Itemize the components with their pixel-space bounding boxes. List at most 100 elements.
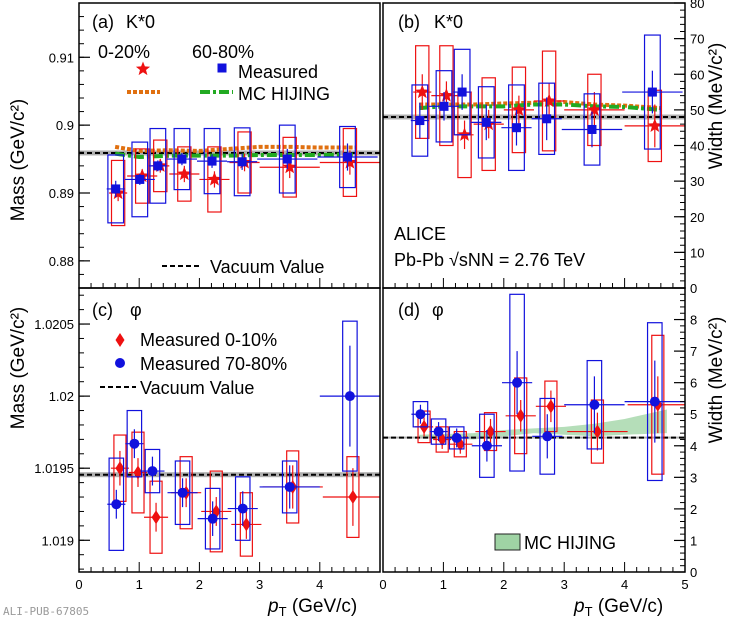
panel-d-x-tick-label: 1: [440, 577, 447, 592]
panel-a-tag: (a): [92, 12, 114, 32]
panel-b-series-blue-point: [439, 101, 449, 111]
panel-c-x-tick-label: 0: [75, 577, 82, 592]
panel-d-x-tick-label: 0: [379, 577, 386, 592]
panel-b-series-red-point: [587, 102, 602, 116]
legend-c-vacuum: Vacuum Value: [140, 378, 254, 398]
panel-c-series-red-point: [115, 461, 125, 476]
panel-a-series-red-point: [207, 171, 222, 186]
panel-d-series-red-point: [546, 399, 556, 414]
x-axis-title-right: pT (GeV/c): [573, 596, 663, 619]
panel-b-y-tick-label: 50: [690, 103, 704, 118]
panel-c-series-blue-point: [207, 513, 218, 524]
panel-c-y-tick-label: 1.019: [41, 533, 74, 548]
panel-a-series-blue-point: [153, 161, 163, 171]
panel-a-y-tick-label: 0.91: [49, 50, 74, 65]
panel-c-series-red-point: [151, 510, 161, 525]
panel-d-y-tick-label: 8: [690, 313, 697, 328]
panel-b-series-blue-point: [511, 123, 521, 133]
panel-b-series-blue-point: [481, 117, 491, 127]
panel-b-series-blue-point: [415, 116, 425, 126]
panel-d-series-red-point: [516, 408, 526, 423]
panel-c-series-red-point: [241, 517, 251, 532]
panel-c-series-blue-point: [177, 487, 188, 498]
panel-a-series-blue-point: [135, 174, 145, 184]
panel-c-series-blue-point: [284, 481, 295, 492]
panel-d-series-blue-point: [415, 409, 426, 420]
panel-c-x-tick-label: 3: [256, 577, 263, 592]
panel-c-series-blue-point: [111, 499, 122, 510]
panel-a-y-tick-label: 0.89: [49, 186, 74, 201]
panel-b-series-red-point: [511, 102, 526, 116]
panel-a-series-blue-point: [207, 156, 217, 166]
panel-a-series-red-point: [342, 155, 357, 169]
panel-c-plot-area: [79, 320, 380, 557]
panel-a-vacuum-band: [79, 150, 380, 156]
panel-d-y-tick-label: 0: [690, 565, 697, 580]
panel-b-annotation-system: Pb-Pb √sNN = 2.76 TeV: [394, 250, 585, 270]
panel-d-y-tick-label: 7: [690, 344, 697, 359]
panel-c-y-tick-label: 1.0205: [34, 317, 74, 332]
panel-b-series-blue-point: [647, 87, 657, 97]
panel-b-vacuum-band: [383, 114, 685, 120]
panel-d-series-blue-point: [589, 399, 600, 410]
x-axis-title-left: pT (GeV/c): [267, 596, 357, 619]
panel-a-series-red-point: [177, 166, 192, 181]
panel-b-y-tick-label: 0: [690, 281, 697, 296]
panel-d-particle: φ: [432, 300, 444, 320]
panel-d-series-blue-point: [542, 431, 553, 442]
panel-d-plot-area: [383, 293, 685, 482]
panel-b-y-tick-label: 40: [690, 139, 704, 154]
panel-d-x-tick-label: 3: [561, 577, 568, 592]
panel-a-mc-curve-central: [114, 144, 356, 153]
panel-c-y-tick-label: 1.0195: [34, 461, 74, 476]
legend-d-mc-label: MC HIJING: [524, 533, 616, 553]
panel-c-vacuum-band: [79, 472, 380, 478]
panel-c-frame: [78, 287, 381, 573]
panel-d-frame: [382, 287, 686, 573]
y-axis-title-bottom-left: Mass (GeV/c²): [8, 307, 29, 429]
panel-c-particle: φ: [130, 300, 142, 320]
y-axis-title-top-left: Mass (GeV/c²): [8, 99, 29, 221]
panel-d-series-red-point: [486, 424, 496, 439]
panel-d-series-blue-point: [433, 426, 444, 437]
panel-c-series-red-point: [348, 490, 358, 505]
panel-c-y-tick-label: 1.02: [49, 389, 74, 404]
panel-d-series-blue-point: [649, 396, 660, 407]
y-axis-title-top-right: Width (MeV/c²): [706, 43, 727, 170]
legend-c-circle-marker: [115, 358, 125, 368]
panel-a-series-blue-point: [237, 157, 247, 167]
panel-c-series-blue-point: [344, 391, 355, 402]
panel-c-series-red-point: [133, 465, 143, 480]
panel-b-series-red-point: [542, 93, 557, 107]
panel-a-y-tick-label: 0.88: [49, 254, 74, 269]
panel-d-x-tick-label: 4: [621, 577, 628, 592]
panel-b-series-red-point: [439, 88, 454, 102]
panel-c-series-blue-point: [129, 438, 140, 449]
panel-a-series-blue-point: [177, 154, 187, 164]
panel-b-series-red-point: [415, 84, 430, 99]
legend-d-mc-swatch: [494, 533, 521, 551]
panel-d-y-tick-label: 6: [690, 376, 697, 391]
panel-b-y-tick-label: 10: [690, 245, 704, 260]
legend-c-diamond-marker: [115, 333, 125, 347]
panel-b-annotation-alice: ALICE: [394, 224, 446, 244]
panel-d-vacuum-band: [383, 436, 685, 439]
panel-a-series-blue-point: [342, 152, 352, 162]
legend-a-vacuum: Vacuum Value: [210, 257, 324, 277]
panel-b-y-tick-label: 30: [690, 174, 704, 189]
publication-id: ALI-PUB-67805: [3, 605, 89, 618]
panel-d-series-blue-point: [451, 432, 462, 443]
y-axis-title-bottom-right: Width (MeV/c²): [706, 317, 727, 444]
panel-a-series-blue-point: [111, 184, 121, 194]
legend-a-head-1: 0-20%: [98, 42, 150, 62]
panel-d-series-blue-point: [512, 377, 523, 388]
legend-c-marks: [100, 333, 136, 388]
panel-c-series-blue-point: [147, 466, 158, 477]
legend-a-square-marker: [217, 63, 227, 73]
panel-b-y-tick-label: 70: [690, 32, 704, 47]
legend-a-measured: Measured: [238, 62, 318, 82]
panel-b-y-tick-label: 80: [690, 0, 704, 11]
panel-b-series-blue-point: [457, 87, 467, 97]
panel-d-y-tick-label: 5: [690, 407, 697, 422]
